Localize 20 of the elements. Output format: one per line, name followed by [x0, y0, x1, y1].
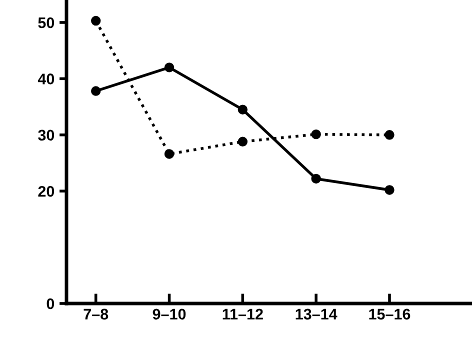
point [164, 62, 174, 72]
point [384, 130, 394, 140]
x-tick-label: 13–14 [296, 308, 338, 320]
point [238, 104, 248, 114]
x-tick-label: 15–16 [369, 308, 410, 320]
x-tick-label: 7–8 [84, 308, 108, 320]
point [91, 16, 101, 26]
y-tick-label: 30 [38, 130, 54, 141]
point [91, 86, 101, 96]
y-tick-label: 0 [46, 298, 54, 310]
point [238, 136, 248, 146]
x-tick-label: 11–12 [222, 308, 263, 320]
point [311, 129, 321, 140]
point [164, 149, 174, 159]
y-tick-label: 40 [38, 74, 54, 84]
y-tick-label: 50 [38, 17, 54, 28]
point [311, 174, 321, 184]
x-tick-label: 9–10 [152, 308, 186, 320]
point [384, 185, 394, 195]
y-tick-label: 20 [38, 186, 54, 197]
